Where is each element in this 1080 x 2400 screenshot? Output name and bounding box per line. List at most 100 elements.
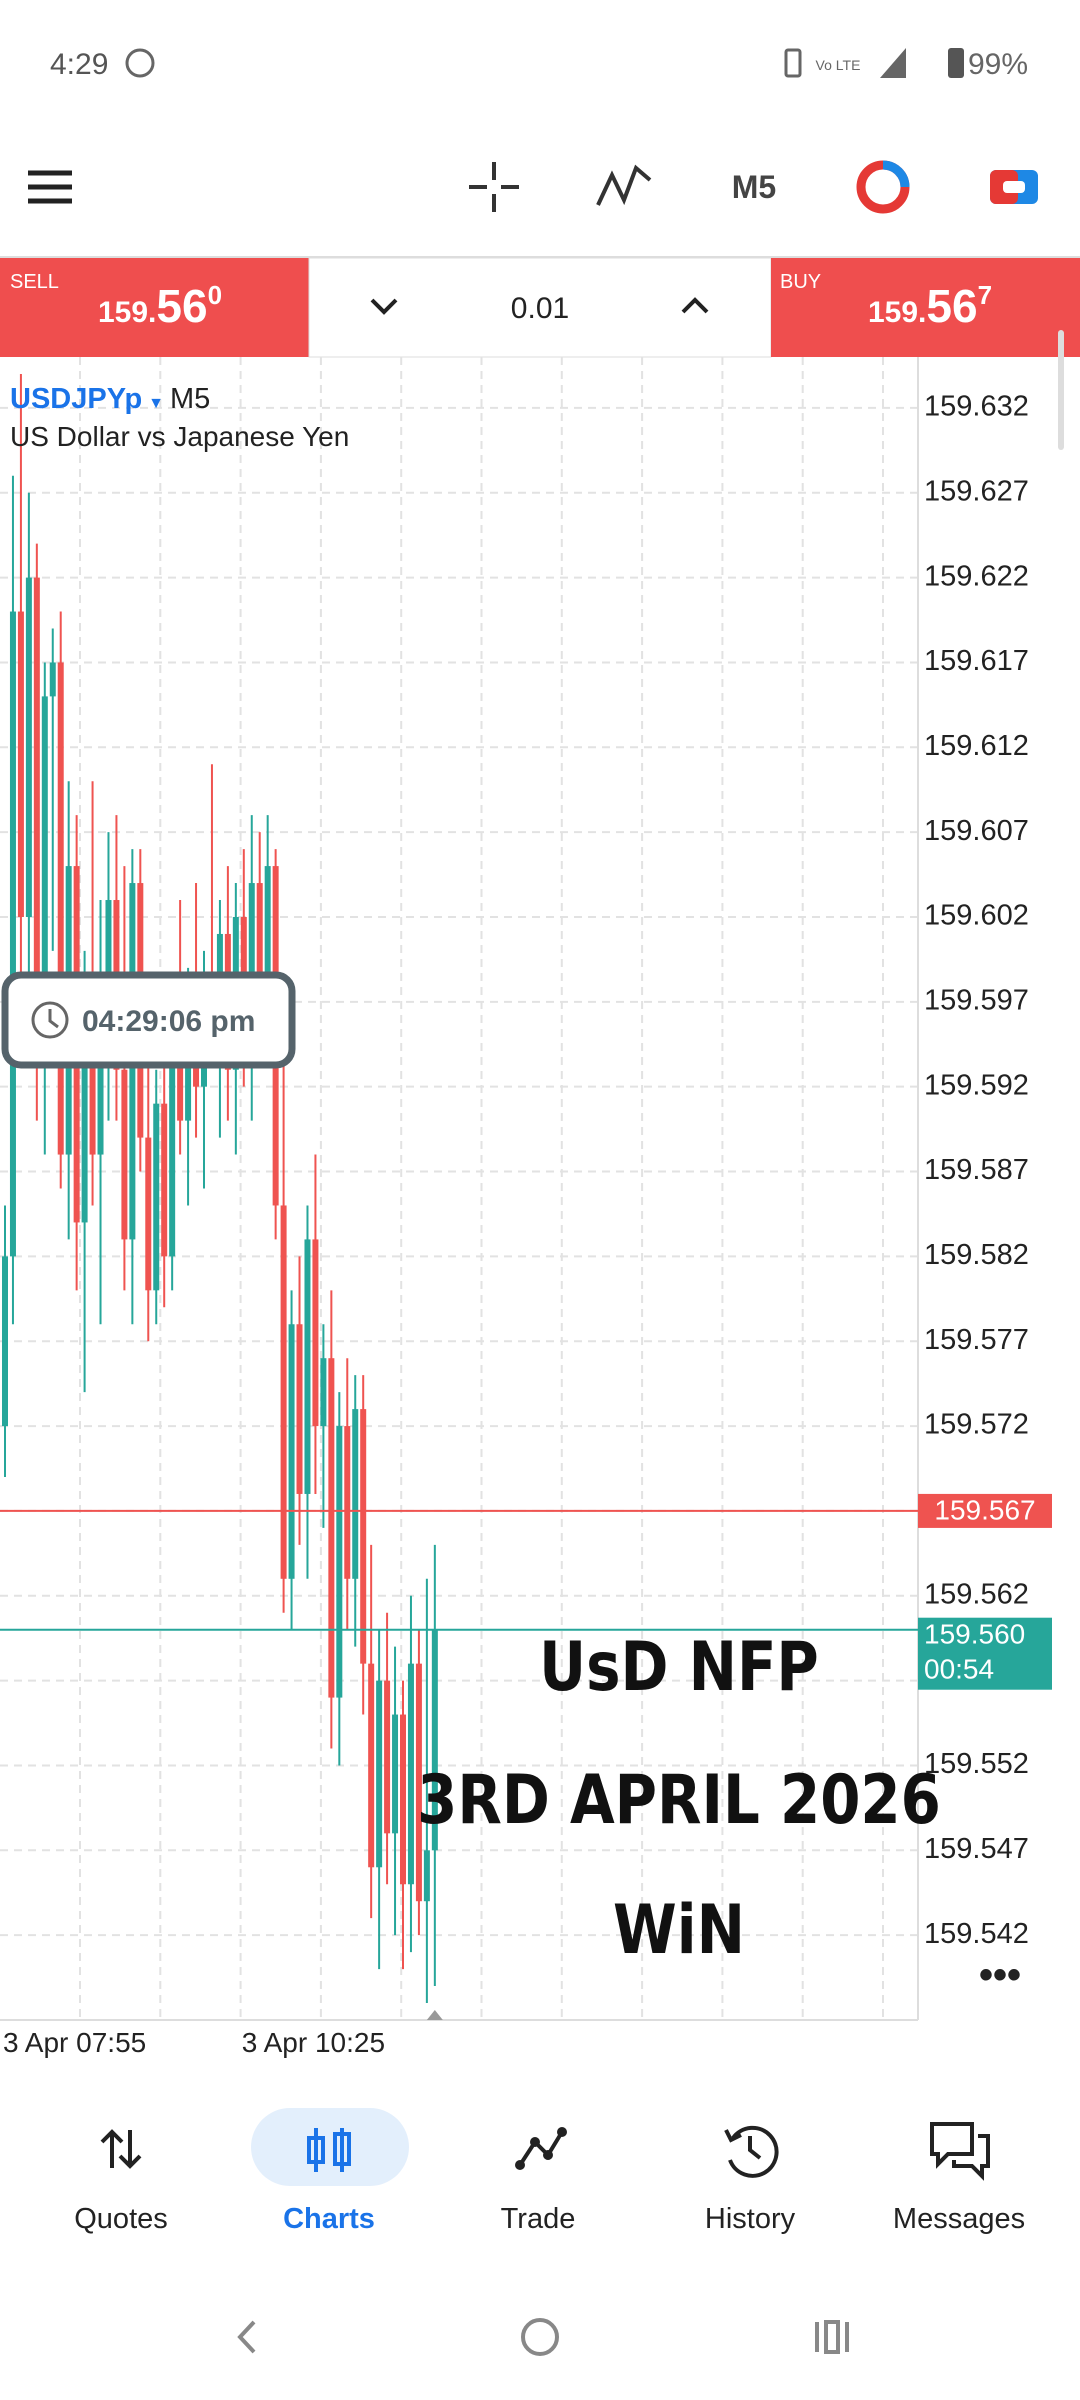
clock-badge: [1, 971, 296, 1069]
candle-body: [9, 611, 16, 1257]
candle-body: [423, 1850, 430, 1902]
chart-timeframe: M5: [170, 383, 210, 415]
candle-body: [17, 611, 24, 917]
candle-body: [336, 1426, 343, 1698]
candle-body: [49, 662, 56, 697]
candle-body: [360, 1409, 367, 1664]
countdown: 00:54: [924, 1654, 994, 1685]
candle-body: [161, 1103, 168, 1257]
candle-body: [352, 1409, 359, 1579]
candle-body: [407, 1663, 414, 1885]
y-tick-label: 159.602: [924, 900, 1029, 932]
overlay-text: WiN: [613, 1889, 745, 1969]
chart: 159.632 159.627 159.622 159.617 159.612 159.6…: [0, 330, 1064, 2058]
y-tick-label: 159.582: [924, 1239, 1029, 1271]
messages-icon: [930, 2122, 990, 2181]
candle-body: [320, 1358, 327, 1427]
sell-button[interactable]: [0, 258, 309, 357]
clock-icon: [31, 1001, 69, 1039]
y-tick-label: 159.547: [924, 1833, 1029, 1865]
symbol[interactable]: USDJPYp: [10, 383, 142, 415]
accounts-button[interactable]: [856, 160, 910, 214]
system-back[interactable]: [237, 2320, 256, 2354]
candle-body: [400, 1714, 406, 1885]
candle-body: [105, 900, 112, 985]
nav-active-pill: [251, 2108, 409, 2186]
candle-body: [415, 1663, 422, 1902]
candle-body: [328, 1358, 335, 1698]
candle-body: [296, 1324, 303, 1494]
y-tick-label: 159.597: [924, 984, 1029, 1016]
battery-icon: [948, 48, 964, 78]
candle-body: [25, 577, 32, 917]
candle-body: [392, 1714, 399, 1834]
buy-price: 159.567: [868, 280, 992, 332]
menu-button[interactable]: [28, 170, 72, 204]
y-tick-label: 159.612: [924, 730, 1029, 762]
candle-body: [121, 1069, 128, 1240]
candle-body: [41, 696, 48, 1036]
candle-body: [344, 1426, 351, 1579]
sell-price: 159.560: [98, 280, 222, 332]
signal-icon: [880, 48, 906, 78]
crosshair-button[interactable]: [469, 162, 519, 212]
candle-body: [153, 1103, 160, 1291]
y-tick-label: 159.617: [924, 645, 1029, 677]
nav-item[interactable]: Messages: [893, 2203, 1025, 2235]
timeframe-button[interactable]: M5: [732, 169, 776, 205]
candle-body: [312, 1239, 319, 1427]
y-tick-label: 159.587: [924, 1154, 1029, 1186]
candle-body: [81, 1018, 88, 1223]
candle-body: [264, 866, 271, 1019]
candle-body: [33, 577, 40, 1036]
vibrate-icon: [784, 48, 802, 78]
lot-decrease[interactable]: [370, 298, 398, 315]
lot-increase[interactable]: [681, 297, 709, 314]
ask-label: 159.567: [934, 1494, 1035, 1525]
y-tick-label: 159.607: [924, 815, 1029, 847]
status-time: 4:29: [50, 48, 108, 81]
nav-item[interactable]: History: [705, 2203, 796, 2235]
overlay-text: 3RD APRIL 2026: [417, 1759, 941, 1839]
symbol-header: USDJPYp ▼ M5: [10, 383, 210, 415]
candle-body: [288, 1324, 295, 1579]
y-tick-label: 159.622: [924, 560, 1029, 592]
candle-body: [304, 1239, 311, 1494]
x-tick-label: 3 Apr 10:25: [242, 2027, 385, 2058]
nav-item[interactable]: Charts: [283, 2203, 375, 2235]
nav-item[interactable]: Quotes: [74, 2203, 168, 2235]
bid-label-bg: [918, 1617, 1052, 1690]
buy-label: BUY: [780, 271, 821, 293]
sell-label: SELL: [10, 271, 59, 293]
y-tick-label: 159.632: [924, 391, 1029, 423]
candle-body: [431, 1629, 438, 1851]
ask-label-bg: [918, 1493, 1052, 1528]
candle-body: [2, 1256, 8, 1427]
y-tick-label: 159.577: [924, 1324, 1029, 1356]
whatsapp-icon: [125, 48, 155, 78]
bid-label: 159.560: [924, 1619, 1025, 1650]
candle-body: [177, 1018, 184, 1121]
nav-item[interactable]: Trade: [501, 2203, 576, 2235]
x-tick-label: 3 Apr 07:55: [3, 2027, 146, 2058]
volte-icon: Vo LTE: [816, 57, 861, 73]
more-button[interactable]: •••: [979, 1953, 1021, 1997]
y-tick-label: 159.627: [924, 475, 1029, 507]
candle-body: [169, 1018, 176, 1257]
indicators-button[interactable]: [596, 164, 652, 206]
y-tick-label: 159.592: [924, 1069, 1029, 1101]
y-tick-label: 159.572: [924, 1409, 1029, 1441]
candle-body: [57, 662, 64, 1155]
candle-body: [256, 883, 263, 1019]
candle-body: [89, 1018, 96, 1155]
buy-button[interactable]: [771, 258, 1080, 357]
lot-size[interactable]: 0.01: [511, 292, 569, 325]
trade-button[interactable]: [990, 170, 1038, 204]
quotes-icon: [100, 2129, 142, 2169]
system-recents[interactable]: [815, 2320, 849, 2354]
charts-icon: [307, 2128, 351, 2172]
clock-hands: [48, 1009, 59, 1029]
system-home[interactable]: [521, 2318, 559, 2356]
candle-body: [97, 984, 104, 1155]
